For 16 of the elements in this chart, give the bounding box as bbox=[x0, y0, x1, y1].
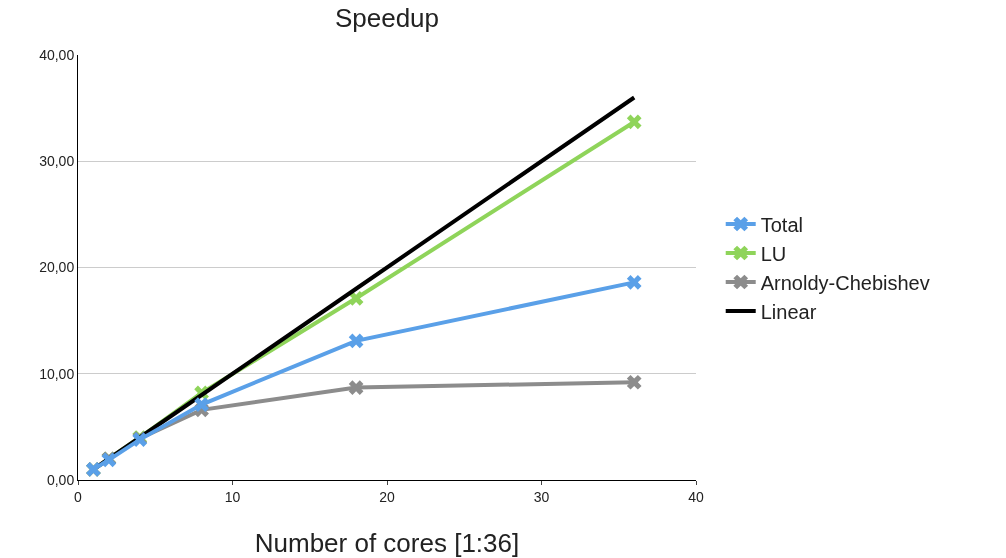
y-tick-label: 40,00 bbox=[39, 46, 75, 63]
x-axis-title: Number of cores [1:36] bbox=[254, 528, 520, 558]
x-tick-label: 20 bbox=[379, 488, 395, 505]
x-tick-label: 0 bbox=[74, 488, 83, 505]
x-tick-label: 10 bbox=[224, 488, 241, 505]
y-tick-label: 0,00 bbox=[46, 471, 75, 488]
legend-label: Arnoldy-Chebishev bbox=[760, 271, 930, 294]
y-tick-label: 30,00 bbox=[39, 153, 75, 170]
chart-title: Speedup bbox=[334, 2, 440, 33]
x-tick-label: 30 bbox=[533, 488, 550, 505]
y-tick-label: 20,00 bbox=[39, 259, 75, 276]
legend-label: LU bbox=[760, 242, 787, 265]
y-tick-label: 10,00 bbox=[39, 365, 75, 382]
x-tick-label: 40 bbox=[688, 488, 704, 505]
legend-label: Total bbox=[760, 213, 803, 236]
legend-label: Linear bbox=[760, 300, 817, 323]
